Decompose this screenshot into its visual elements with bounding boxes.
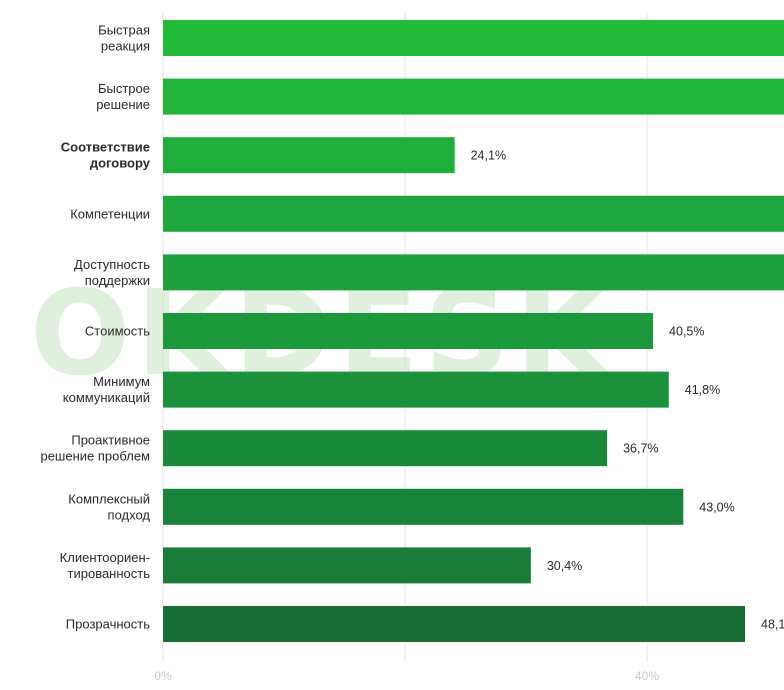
x-tick-label: 40% [635,669,659,683]
bars [163,20,784,642]
value-label: 43,0% [699,500,734,514]
x-tick-label: 0% [154,669,172,683]
bar [163,137,455,174]
category-label: Комплексный подход [68,491,150,522]
category-label: Быстрое решение [96,81,150,112]
category-label: Компетенции [70,206,150,221]
value-label: 24,1% [471,149,506,163]
bar [163,606,746,642]
category-label: Соответствие договору [61,140,151,171]
bar [163,20,784,56]
bar [163,78,784,115]
category-label: Проактивное решение проблем [40,433,150,464]
bar [163,488,684,525]
value-label: 41,8% [685,383,720,397]
bar [163,547,531,584]
bar [163,254,784,291]
category-label: Клиентоориен-тированность [60,550,151,581]
category-label: Быстрая реакция [98,23,150,54]
bar [163,430,608,467]
value-label: 48,1% [761,618,784,632]
bar [163,195,784,232]
value-label: 30,4% [547,559,582,573]
bar [163,371,669,408]
value-label: 40,5% [669,325,704,339]
value-labels: 72,2%77,2%24,1%63,3%60,8%40,5%41,8%36,7%… [471,149,784,632]
category-label: Стоимость [85,324,150,339]
value-label: 36,7% [623,442,658,456]
bar [163,313,654,349]
category-label: Прозрачность [66,617,150,632]
category-label: Доступность поддержки [74,257,150,288]
category-labels: Быстрая реакция Быстрое решение Соответствие… [40,23,150,632]
category-label: Минимум коммуникаций [63,374,150,405]
x-axis-tick-labels: 0%40%80% [154,669,659,683]
